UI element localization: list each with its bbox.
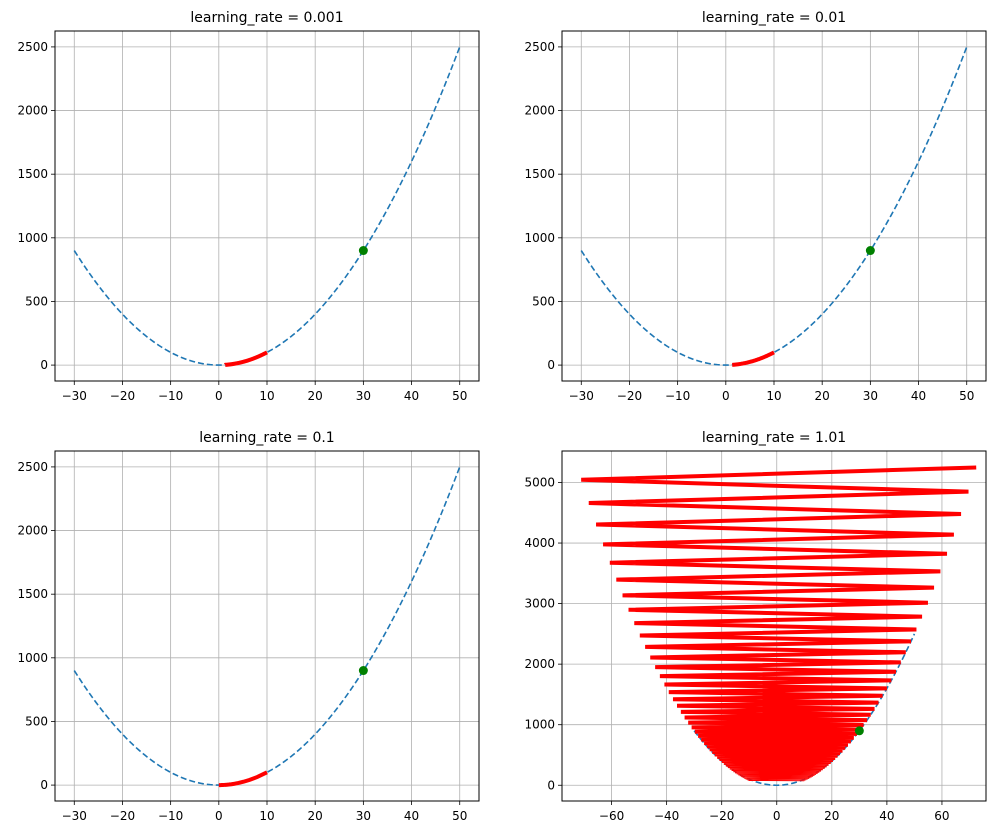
x-tick-label: −60: [599, 809, 624, 823]
y-tick-label: 2000: [17, 104, 48, 118]
subplot-1: −30 −20 −10 0 10 20 30 40 5005001000150020002500…: [17, 10, 480, 403]
x-tick-label: 0: [722, 389, 730, 403]
subplot-3: −30 −20 −10 0 10 20 30 40 5005001000150020002500…: [17, 430, 480, 823]
subplot-4: −60 −40 −20 0 20 40 60 0 1000 2000 3000 4000 5000 lea…: [524, 430, 987, 823]
descent-path: [581, 465, 977, 782]
y-tick-label: 2500: [524, 40, 555, 54]
plot-area: [581, 465, 977, 787]
y-tick-label: 0: [547, 778, 555, 792]
x-tick-label: −10: [158, 389, 183, 403]
x-tick-label: 0: [215, 389, 223, 403]
subplot-2: −30 −20 −10 0 10 20 30 40 5005001000150020002500…: [524, 10, 987, 403]
function-curve: [73, 466, 461, 786]
function-curve: [580, 46, 968, 366]
y-tick-label: 2500: [17, 40, 48, 54]
y-tick-label: 2000: [17, 524, 48, 538]
x-tick-label: −20: [110, 809, 135, 823]
y-tick-label: 1000: [17, 651, 48, 665]
start-point: [865, 246, 875, 256]
descent-path: [223, 350, 269, 367]
x-tick-label: 40: [404, 809, 419, 823]
y-tick-label: 0: [40, 778, 48, 792]
chart-title: learning_rate = 0.1: [199, 430, 334, 446]
start-point: [358, 666, 368, 676]
x-tick-label: 10: [766, 389, 781, 403]
x-tick-label: 30: [863, 389, 878, 403]
x-tick-label: 40: [404, 389, 419, 403]
y-tick-label: 4000: [524, 536, 555, 550]
x-tick-label: −30: [569, 389, 594, 403]
x-tick-label: 0: [773, 809, 781, 823]
y-tick-label: 5000: [524, 475, 555, 489]
x-tick-label: 40: [911, 389, 926, 403]
y-tick-label: 2000: [524, 104, 555, 118]
x-tick-label: −20: [110, 389, 135, 403]
descent-path: [732, 350, 775, 367]
y-tick-label: 1500: [524, 167, 555, 181]
x-tick-label: −40: [654, 809, 679, 823]
x-tick-label: 10: [259, 389, 274, 403]
y-tick-label: 1000: [524, 718, 555, 732]
start-point: [854, 726, 864, 736]
plot-area: [580, 46, 968, 367]
y-tick-label: 0: [547, 358, 555, 372]
y-tick-label: 2500: [17, 460, 48, 474]
y-tick-label: 0: [40, 358, 48, 372]
x-tick-label: 30: [356, 809, 371, 823]
y-tick-label: 1500: [17, 587, 48, 601]
descent-path: [218, 770, 268, 788]
x-tick-label: −10: [665, 389, 690, 403]
y-tick-label: 1000: [524, 231, 555, 245]
plot-area: [73, 466, 461, 788]
x-tick-label: −20: [709, 809, 734, 823]
x-tick-label: 20: [308, 809, 323, 823]
x-tick-label: 40: [879, 809, 894, 823]
chart-title: learning_rate = 0.01: [702, 10, 846, 26]
axes-frame: [561, 450, 987, 802]
x-tick-label: −10: [158, 809, 183, 823]
x-tick-label: 50: [452, 809, 467, 823]
y-tick-label: 1000: [17, 231, 48, 245]
x-tick-label: −30: [62, 389, 87, 403]
x-tick-label: 30: [356, 389, 371, 403]
chart-title: learning_rate = 1.01: [702, 430, 846, 446]
chart-title: learning_rate = 0.001: [190, 10, 343, 26]
x-tick-label: 50: [959, 389, 974, 403]
y-tick-label: 500: [532, 294, 555, 308]
x-tick-label: −20: [617, 389, 642, 403]
y-tick-label: 500: [25, 714, 48, 728]
x-tick-label: 20: [824, 809, 839, 823]
x-tick-label: 50: [452, 389, 467, 403]
x-tick-label: −30: [62, 809, 87, 823]
x-tick-label: 60: [934, 809, 949, 823]
y-tick-label: 3000: [524, 597, 555, 611]
start-point: [358, 246, 368, 256]
y-tick-label: 1500: [17, 167, 48, 181]
x-tick-label: 20: [815, 389, 830, 403]
x-tick-label: 20: [308, 389, 323, 403]
function-curve: [73, 46, 461, 366]
y-tick-label: 500: [25, 294, 48, 308]
x-tick-label: 10: [259, 809, 274, 823]
plot-area: [73, 46, 461, 367]
x-tick-label: 0: [215, 809, 223, 823]
y-tick-label: 2000: [524, 657, 555, 671]
